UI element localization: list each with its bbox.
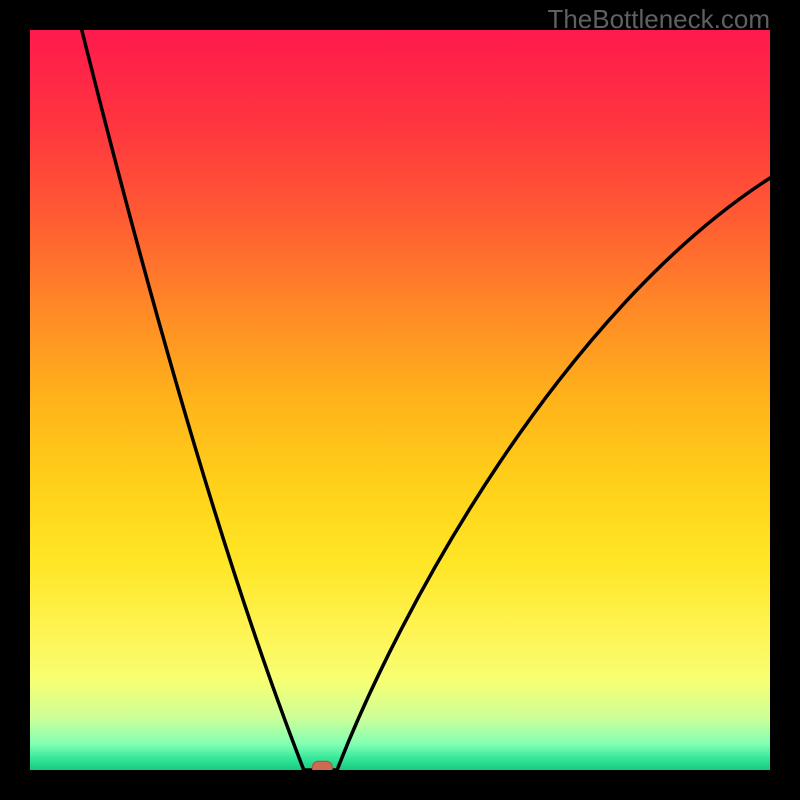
watermark-text: TheBottleneck.com [547,4,770,35]
v-curve-path [82,30,770,770]
plot-frame-border [0,0,30,800]
plot-area [30,30,770,770]
vertex-marker [312,761,332,770]
plot-frame-border [0,770,800,800]
plot-frame-border [770,0,800,800]
bottleneck-curve [30,30,770,770]
